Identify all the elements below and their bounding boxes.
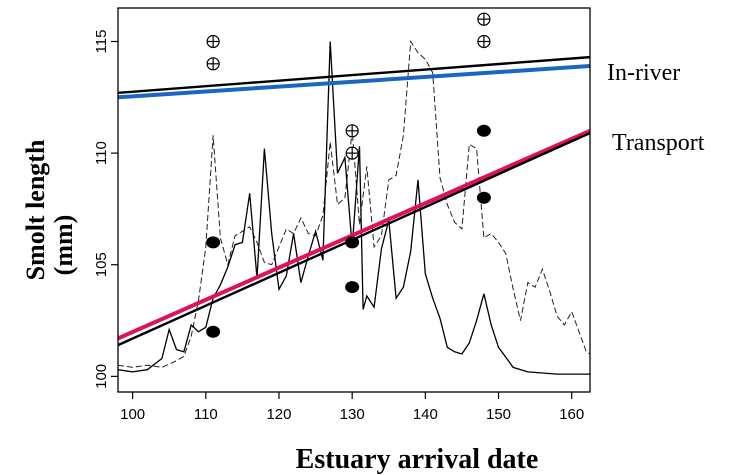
- x-tick-label: 130: [340, 406, 365, 423]
- transport-point: [345, 281, 360, 294]
- dashed-series-line: [118, 39, 590, 368]
- solid-series-line: [118, 41, 590, 375]
- x-axis-title: Estuary arrival date: [296, 444, 539, 475]
- transport-point: [476, 124, 491, 137]
- x-tick-label: 140: [413, 406, 438, 423]
- series-label-inriver: In-river: [607, 60, 680, 86]
- y-tick-label: 110: [93, 141, 110, 165]
- transport-regression-pink: [118, 128, 590, 341]
- y-tick-label: 100: [93, 364, 110, 389]
- series-label-transport: Transport: [612, 130, 705, 156]
- y-axis-unit: (mm): [49, 215, 78, 276]
- transport-point: [345, 236, 360, 249]
- inriver-point: [345, 146, 359, 160]
- y-tick-label: 115: [93, 30, 110, 54]
- inriver-regression-blue: [118, 64, 590, 100]
- x-axis: 100 110 120 130 140 150 160: [120, 392, 584, 423]
- x-tick-label: 150: [486, 406, 511, 423]
- transport-point: [476, 191, 491, 204]
- points-layer: [206, 12, 491, 338]
- transport-point: [206, 236, 221, 249]
- inriver-point: [477, 34, 491, 49]
- y-axis: 100 105 110 115: [93, 30, 118, 389]
- x-tick-label: 100: [120, 406, 145, 423]
- inriver-point: [477, 12, 491, 26]
- x-tick-label: 110: [194, 406, 218, 423]
- plot-frame: [117, 7, 591, 393]
- series-layer: [118, 39, 590, 375]
- inriver-point: [206, 34, 220, 49]
- inriver-point: [206, 57, 220, 71]
- x-tick-label: 160: [559, 406, 584, 423]
- transport-point: [206, 325, 221, 338]
- x-tick-label: 120: [266, 406, 291, 423]
- inriver-point: [345, 124, 359, 138]
- y-axis-title: Smolt length: [21, 139, 50, 280]
- inriver-regression-black: [118, 55, 590, 95]
- y-tick-label: 105: [93, 252, 110, 277]
